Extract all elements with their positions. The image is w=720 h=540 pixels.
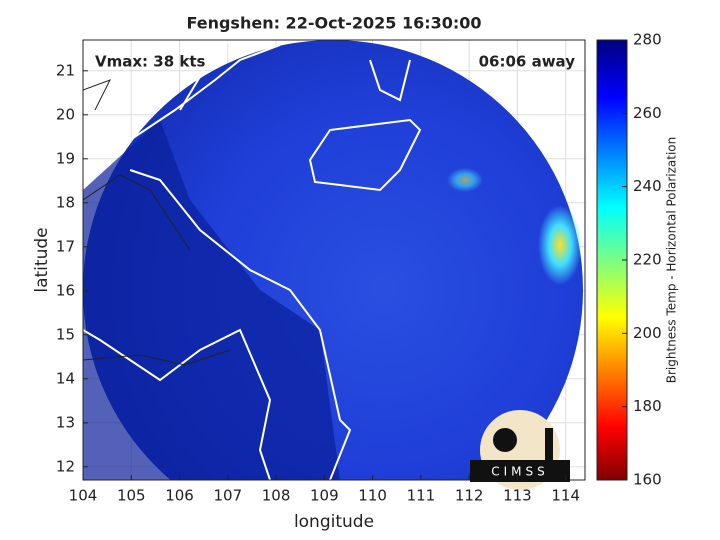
colorbar-tick-label: 240 [633,177,662,195]
x-tick-label: 112 [455,487,484,505]
y-tick-label: 16 [56,281,75,299]
x-tick-label: 106 [165,487,194,505]
convection [447,168,483,192]
x-tick-label: 109 [310,487,339,505]
y-tick-label: 18 [56,193,75,211]
y-tick-label: 20 [56,105,75,123]
x-tick-label: 105 [117,487,146,505]
border [83,79,231,366]
logo-icon [545,428,553,460]
y-tick-label: 17 [56,237,75,255]
imagery [83,40,583,480]
y-tick-label: 15 [56,325,75,343]
x-tick-label: 110 [358,487,387,505]
y-tick-label: 12 [56,457,75,475]
y-tick-label: 14 [56,369,75,387]
colorbar-label: Brightness Temp - Horizontal Polarizatio… [665,137,679,384]
annotation: 06:06 away [479,53,576,71]
x-axis-label: longitude [294,512,374,532]
colorbar-tick-label: 160 [633,471,662,489]
coastline [308,118,422,192]
logo-band [470,460,570,482]
y-tick-label: 21 [56,61,75,79]
y-tick-label: 13 [56,413,75,431]
logo-text: CIMSS [491,465,549,479]
annotation: Vmax: 38 kts [95,53,205,71]
title: Fengshen: 22-Oct-2025 16:30:00 [186,14,481,33]
x-tick-label: 114 [551,487,580,505]
logo: CIMSS [470,410,570,490]
colorbar-tick-label: 220 [633,251,662,269]
land-cold [83,120,340,480]
coastline [83,40,411,480]
colorbar-tick-label: 260 [633,104,662,122]
x-tick-label: 111 [407,487,436,505]
y-tick-label: 19 [56,149,75,167]
x-tick-label: 104 [69,487,98,505]
x-tick-label: 107 [213,487,242,505]
plot-frame [82,39,586,481]
x-tick-label: 113 [503,487,532,505]
colorbar-tick-label: 280 [633,31,662,49]
colorbar-tick-label: 200 [633,324,662,342]
logo-icon [493,428,517,452]
y-axis-label: latitude [32,227,52,292]
convection [538,205,582,285]
x-tick-label: 108 [262,487,291,505]
colorbar-tick-label: 180 [633,397,662,415]
